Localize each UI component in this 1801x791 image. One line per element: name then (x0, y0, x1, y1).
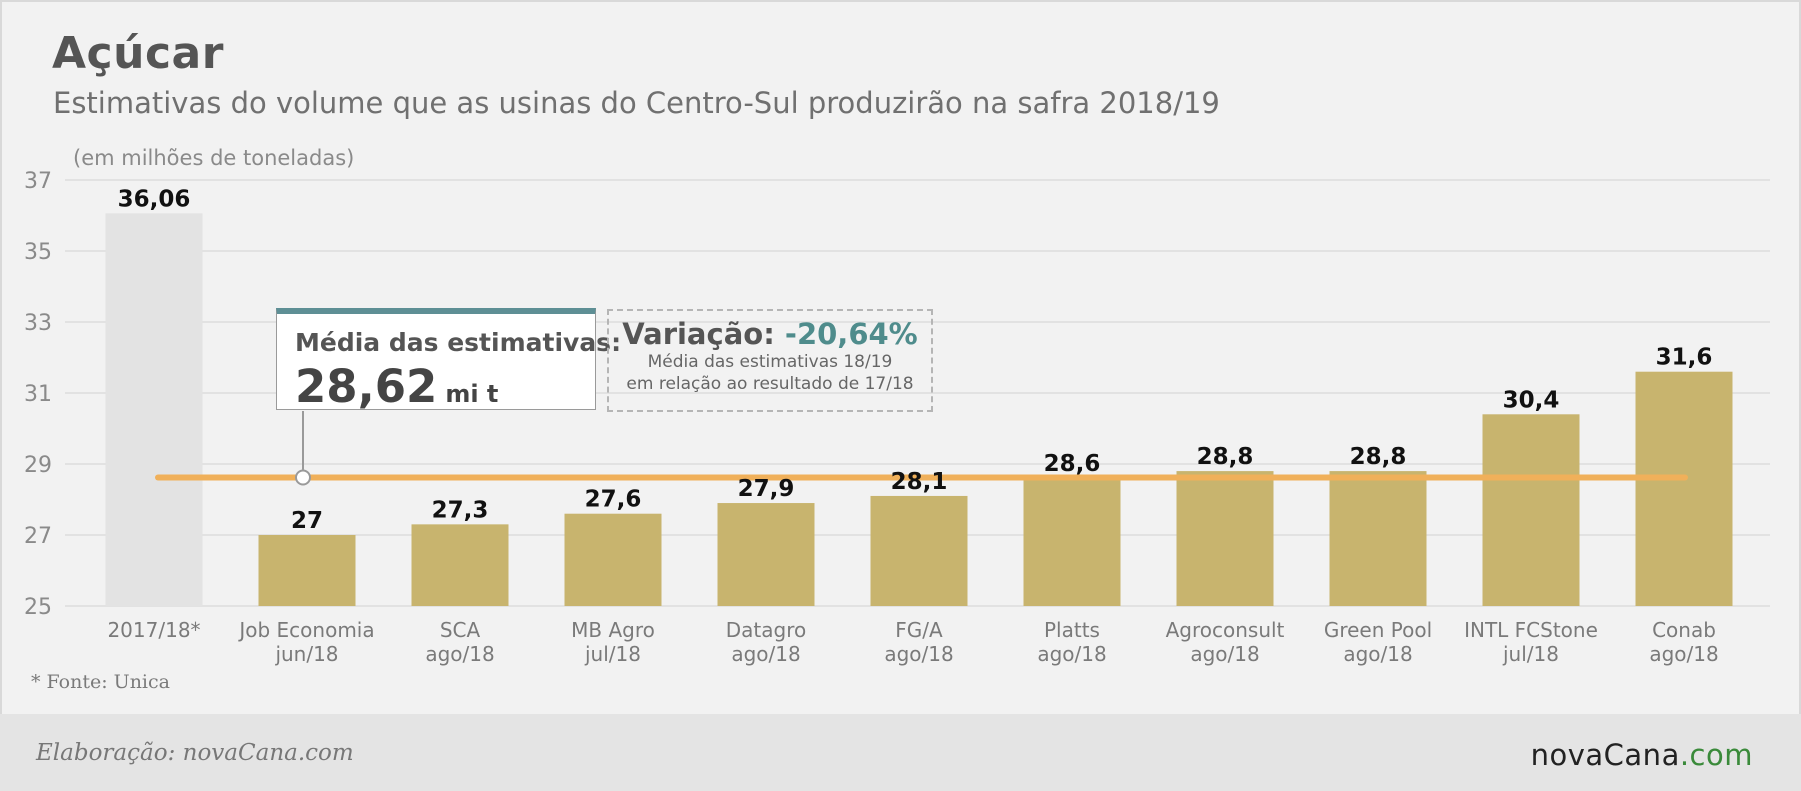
x-tick-label: Agroconsult (1166, 618, 1285, 642)
average-callout: Média das estimativas: 28,62 mi t (276, 308, 621, 413)
x-tick-label: jul/18 (1502, 642, 1559, 666)
bar-6 (1023, 478, 1121, 606)
y-tick-label: 37 (24, 169, 52, 194)
y-tick-label: 27 (24, 524, 52, 549)
bar-1 (258, 535, 356, 606)
brand-logo: novaCana.com (1531, 738, 1753, 772)
bar-value-label: 28,6 (1044, 451, 1101, 477)
average-value-line: 28,62 mi t (295, 360, 498, 413)
x-tick-label: ago/18 (1037, 642, 1106, 666)
variation-value: -20,64% (784, 317, 918, 351)
bar-8 (1329, 471, 1427, 606)
average-value: 28,62 (295, 360, 438, 413)
bar-value-label: 31,6 (1656, 345, 1713, 371)
variation-heading: Variação: -20,64% (609, 317, 931, 351)
variation-label: Variação: (622, 317, 775, 351)
x-tick-label: ago/18 (884, 642, 953, 666)
y-tick-label: 33 (24, 311, 52, 336)
logo-main: novaCana (1530, 738, 1680, 772)
average-marker (295, 469, 311, 486)
variation-note-1: Média das estimativas 18/19 (647, 352, 893, 372)
x-tick-label: SCA (440, 618, 481, 642)
x-tick-label: Datagro (726, 618, 806, 642)
bar-value-label: 27 (291, 508, 323, 534)
x-tick-label: jun/18 (274, 642, 338, 666)
y-tick-label: 29 (24, 453, 52, 478)
bar-value-label: 28,8 (1350, 444, 1407, 470)
bar-value-label: 30,4 (1503, 387, 1560, 413)
bar-3 (564, 513, 662, 606)
average-line-group (155, 411, 1688, 486)
chart-subtitle: Estimativas do volume que as usinas do C… (53, 86, 1220, 120)
variation-callout: Variação: -20,64% Média das estimativas … (607, 309, 933, 412)
x-tick-label: INTL FCStone (1464, 618, 1598, 642)
average-unit: mi t (445, 380, 499, 408)
x-tick-label: 2017/18* (107, 618, 200, 642)
bar-value-label: 36,06 (118, 186, 191, 212)
x-tick-label: MB Agro (571, 618, 655, 642)
y-tick-label: 35 (24, 240, 52, 265)
source-note: * Fonte: Unica (31, 671, 170, 693)
average-label: Média das estimativas: (295, 328, 622, 357)
x-tick-label: ago/18 (1649, 642, 1718, 666)
bars (105, 213, 1733, 606)
chart-title: Açúcar (52, 28, 224, 79)
x-tick-label: Green Pool (1324, 618, 1432, 642)
bar-5 (870, 495, 968, 606)
x-tick-label: ago/18 (1343, 642, 1412, 666)
footer-bar (0, 714, 1801, 791)
x-tick-label: ago/18 (1190, 642, 1259, 666)
bar-value-label: 27,6 (585, 487, 642, 513)
y-axis: 25 27 29 31 33 35 37 (24, 169, 52, 620)
y-tick-label: 25 (24, 595, 52, 620)
y-tick-label: 31 (24, 382, 52, 407)
x-tick-label: jul/18 (584, 642, 641, 666)
x-tick-label: Conab (1652, 618, 1716, 642)
x-tick-label: FG/A (895, 618, 943, 642)
credit-text: Elaboração: novaCana.com (36, 740, 354, 766)
bar-value-label: 27,3 (432, 497, 489, 523)
x-tick-label: Job Economia (237, 618, 374, 642)
bar-value-label: 28,1 (891, 469, 948, 495)
x-tick-label: ago/18 (425, 642, 494, 666)
bar-chart: 25 27 29 31 33 35 37 (em milhões de toneladas)… (24, 146, 1770, 666)
bar-value-label: 28,8 (1197, 444, 1254, 470)
x-tick-label: ago/18 (731, 642, 800, 666)
bar-7 (1176, 471, 1274, 606)
bar-value-label: 27,9 (738, 476, 795, 502)
bar-10 (1635, 371, 1733, 606)
x-tick-label: Platts (1044, 618, 1100, 642)
logo-suffix: .com (1679, 738, 1753, 772)
bar-4 (717, 503, 815, 606)
bar-0 (105, 213, 203, 606)
bar-9 (1482, 414, 1580, 606)
variation-note-2: em relação ao resultado de 17/18 (626, 374, 914, 394)
unit-label: (em milhões de toneladas) (73, 146, 354, 170)
value-labels: 36,06 27 27,3 27,6 27,9 28,1 28,6 28,8 28,8 30,4 3… (118, 186, 1713, 534)
bar-2 (411, 524, 509, 606)
